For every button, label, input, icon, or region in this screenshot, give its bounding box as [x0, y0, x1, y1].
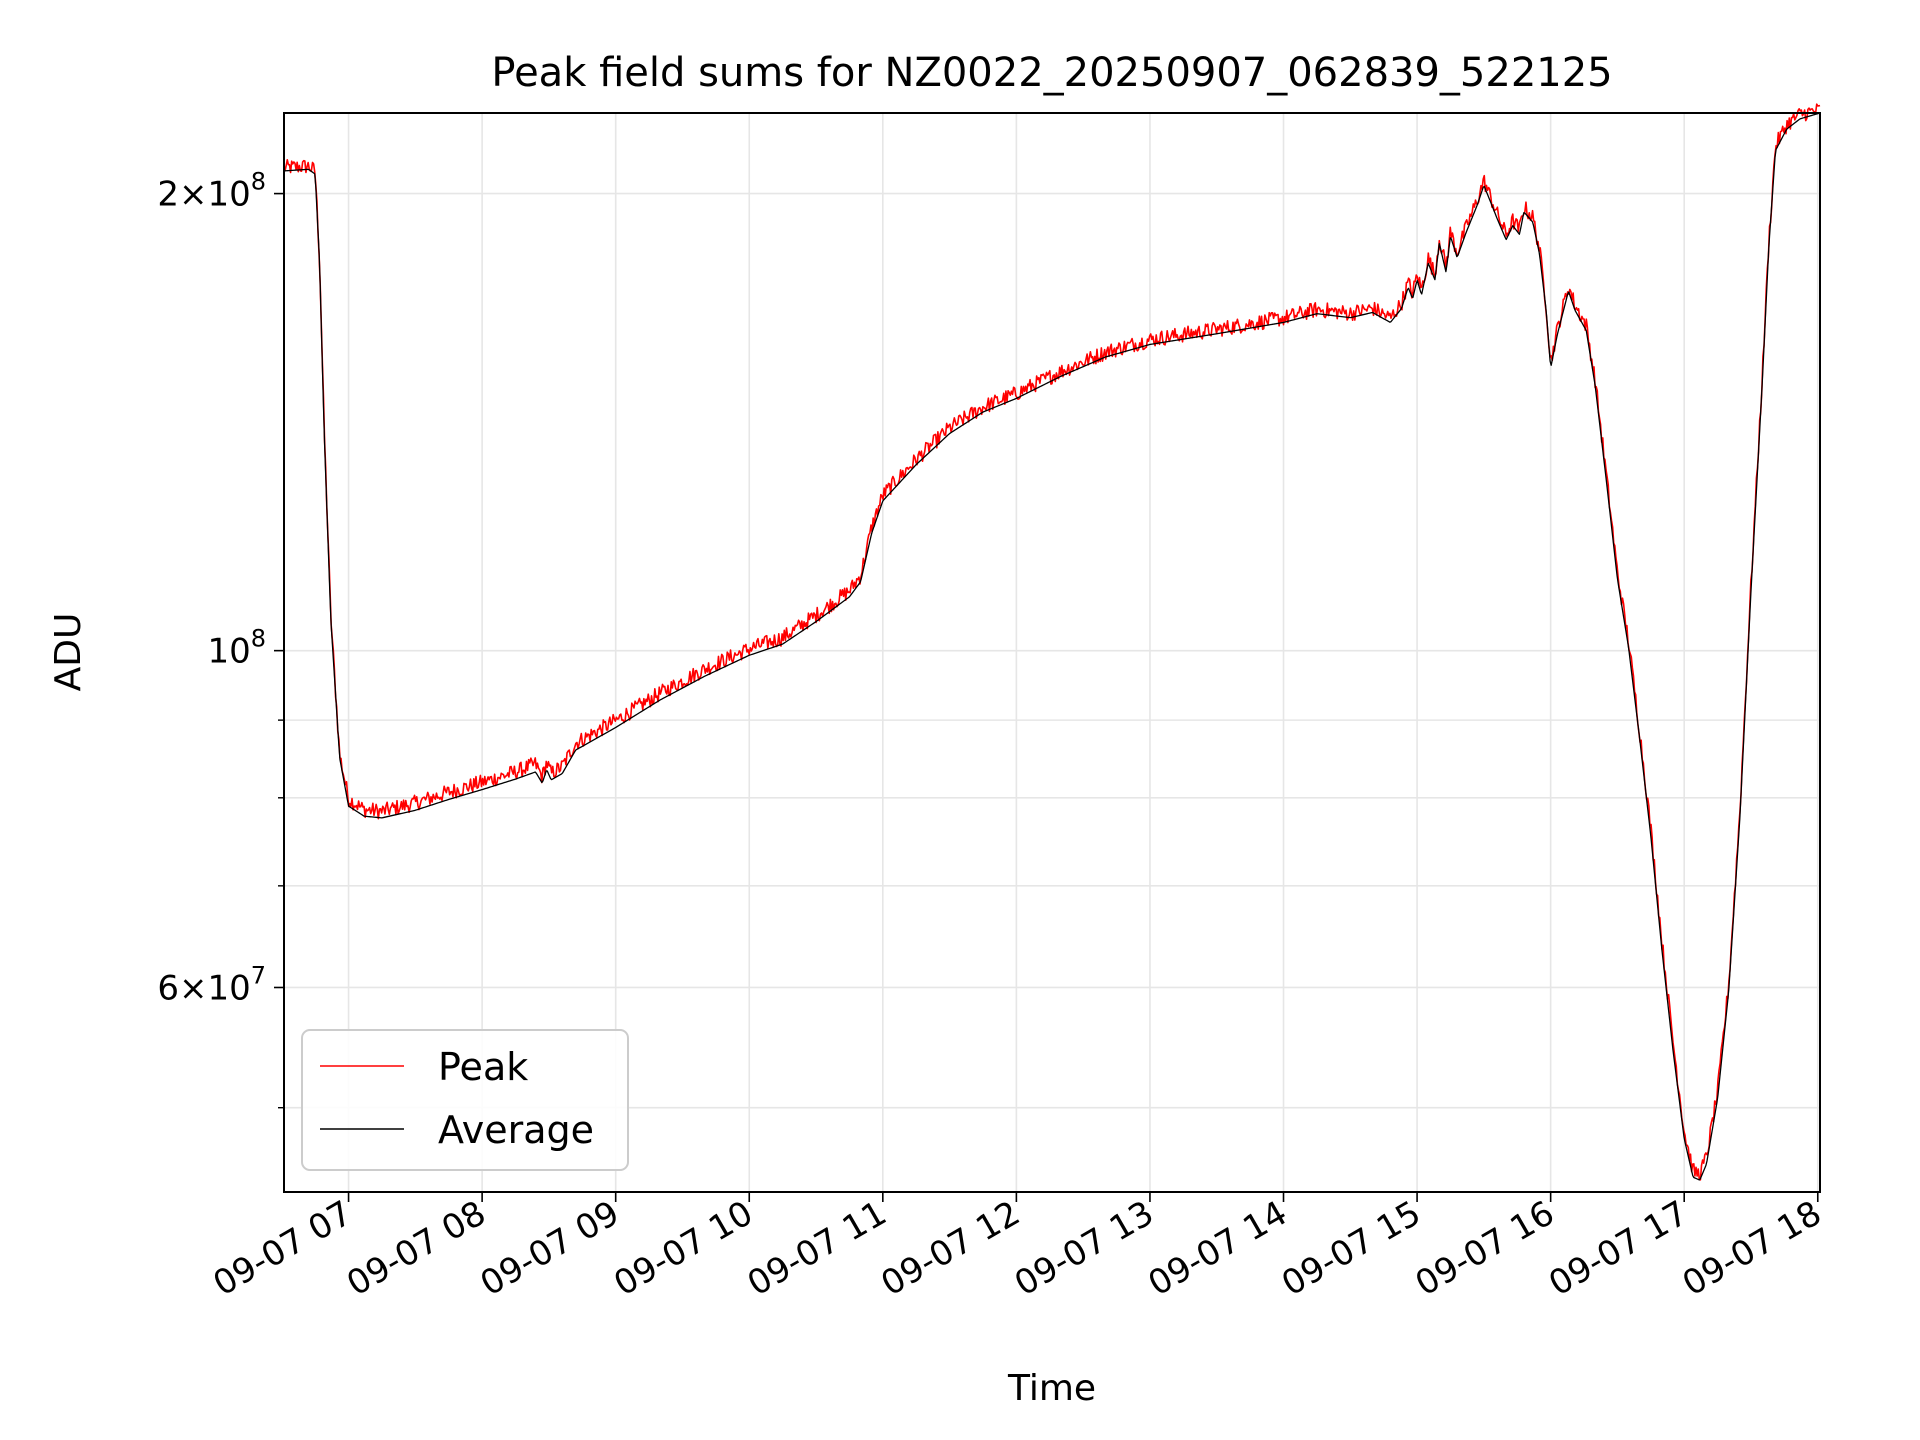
legend-label-peak: Peak	[438, 1045, 528, 1089]
y-tick-label: 2×108	[157, 168, 266, 215]
legend: Peak Average	[301, 1029, 629, 1171]
y-axis-label: ADU	[48, 613, 89, 692]
x-axis-label: Time	[1007, 1368, 1096, 1409]
legend-label-average: Average	[438, 1108, 594, 1152]
plot-series	[283, 103, 1821, 1181]
y-tick-label: 6×107	[157, 961, 266, 1008]
chart-title: Peak field sums for NZ0022_20250907_0628…	[491, 50, 1612, 96]
legend-box	[301, 1029, 629, 1171]
series-line-peak	[283, 103, 1821, 1181]
y-tick-label: 108	[207, 625, 266, 672]
y-axis-ticks: 2×108 108 6×107	[157, 168, 284, 1109]
series-line-average	[283, 112, 1821, 1181]
plot-frame	[283, 112, 1821, 1193]
grid	[284, 113, 1820, 1192]
